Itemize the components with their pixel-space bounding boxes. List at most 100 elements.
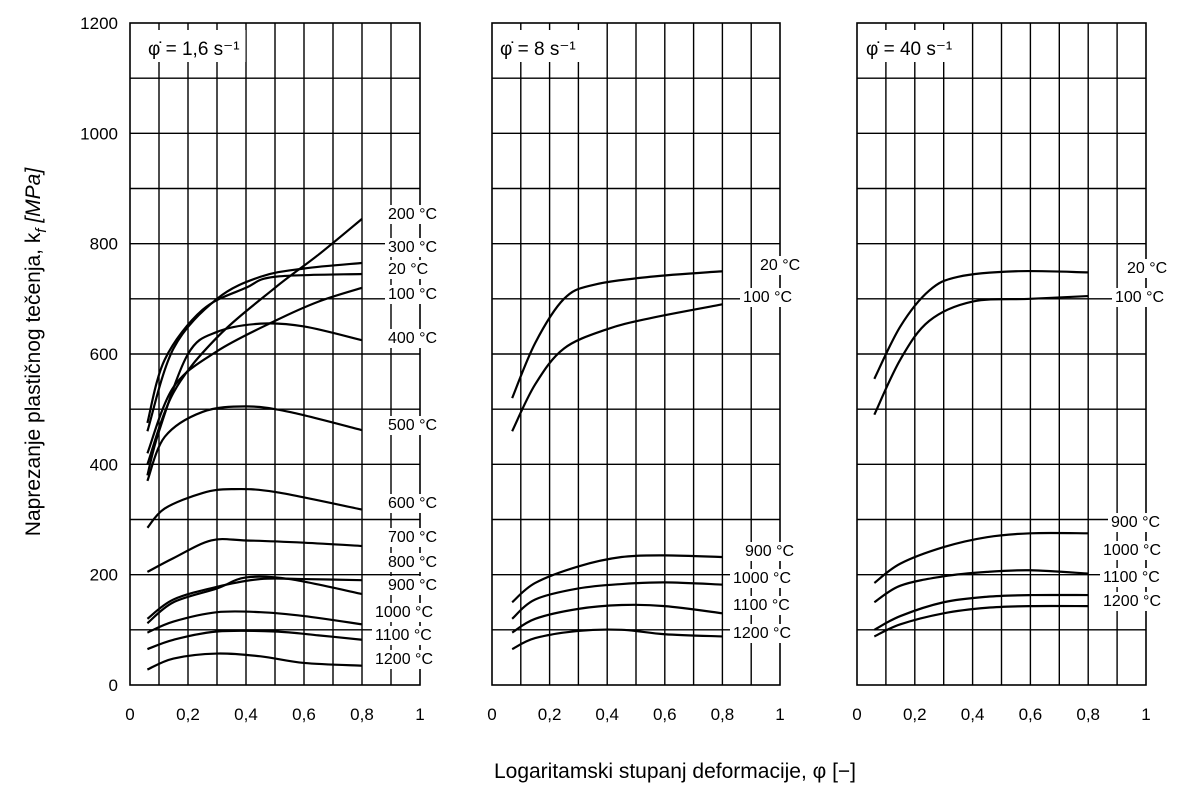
series-line	[146, 272, 363, 424]
y-tick-label: 600	[90, 345, 118, 364]
series-1200c: 1200 °C	[511, 624, 794, 651]
series-1000c: 1000 °C	[873, 541, 1164, 604]
y-tick-label: 800	[90, 235, 118, 254]
series-label: 20 °C	[760, 257, 800, 274]
series-label: 600 °C	[388, 495, 437, 512]
series-label-background	[1108, 513, 1164, 532]
series-line	[146, 217, 363, 465]
y-tick-label: 1200	[80, 14, 118, 33]
x-axis-label: Logaritamski stupanj deformacije, φ [−]	[494, 760, 856, 783]
series-100c: 100 °C	[146, 285, 441, 454]
series-20c: 20 °C	[873, 259, 1171, 380]
series-label-background	[385, 528, 441, 547]
y-axis-label: Naprezanje plastičnog tečenja, kf [MPa]	[22, 167, 50, 537]
series-800c: 800 °C	[146, 553, 441, 620]
series-line	[146, 261, 363, 432]
series-label-background	[740, 288, 796, 307]
x-tick-label: 0,8	[350, 705, 374, 724]
series-line	[873, 604, 1089, 638]
series-label-background	[1100, 541, 1164, 560]
plot-frame	[491, 22, 781, 686]
series-1100c: 1100 °C	[511, 596, 793, 634]
series-label-background	[385, 238, 441, 257]
series-line	[873, 294, 1089, 416]
series-400c: 400 °C	[146, 322, 441, 476]
series-1100c: 1100 °C	[873, 568, 1163, 631]
panel-1: 0 0,2 0,4 0,6 0,8 1 0 200 400 600 800 1000 1200 φ̇ = …	[80, 14, 441, 724]
series-20c: 20 °C	[146, 260, 432, 424]
series-label: 100 °C	[388, 286, 437, 303]
y-tick-label: 0	[109, 676, 118, 695]
series-line	[511, 270, 723, 399]
series-label: 400 °C	[388, 330, 437, 347]
series-line	[146, 575, 363, 625]
x-tick-label: 0,6	[653, 705, 677, 724]
plot-frame	[856, 22, 1147, 686]
series-1200c: 1200 °C	[146, 650, 436, 671]
series-20c: 20 °C	[511, 256, 804, 399]
series-line	[146, 405, 363, 482]
series-label-background	[385, 416, 441, 435]
series-label-background	[385, 285, 441, 304]
series-line	[146, 610, 363, 634]
series-label: 300 °C	[388, 239, 437, 256]
panel-2: 0 0,2 0,4 0,6 0,8 1 φ̇ = 8 s⁻¹ 20 °C 100 °C 900 °…	[487, 22, 804, 724]
panel-title: φ̇ = 1,6 s⁻¹	[148, 39, 240, 60]
series-line	[146, 537, 363, 573]
chart-panels: 0 0,2 0,4 0,6 0,8 1 0 200 400 600 800 1000 1200 φ̇ = …	[80, 14, 1171, 724]
series-line	[873, 531, 1089, 584]
series-label: 1200 °C	[1103, 593, 1161, 610]
series-line	[146, 652, 363, 671]
x-tick-label: 0,2	[176, 705, 200, 724]
x-tick-label: 0,6	[1019, 705, 1043, 724]
series-label: 20 °C	[388, 261, 428, 278]
panel-title: φ̇ = 40 s⁻¹	[866, 39, 952, 60]
x-tick-label: 0,4	[234, 705, 258, 724]
series-1100c: 1100 °C	[147, 626, 435, 651]
series-label: 100 °C	[743, 289, 792, 306]
series-line	[146, 487, 363, 529]
series-line	[511, 303, 723, 432]
x-tick-label: 0,6	[292, 705, 316, 724]
series-line	[873, 593, 1089, 631]
x-tick-label: 1	[415, 705, 424, 724]
series-1200c: 1200 °C	[873, 592, 1164, 638]
series-label-background	[385, 576, 441, 595]
x-tick-label: 0,4	[961, 705, 985, 724]
x-tick-label: 0	[125, 705, 134, 724]
series-label: 1200 °C	[375, 651, 433, 668]
series-line	[147, 629, 363, 651]
series-label-background	[742, 542, 798, 561]
series-label-background	[1100, 568, 1163, 587]
series-1000c: 1000 °C	[146, 603, 436, 634]
series-label-background	[1112, 288, 1168, 307]
x-tick-label: 0	[487, 705, 496, 724]
series-300c: 300 °C	[146, 238, 441, 432]
series-line	[873, 569, 1089, 604]
series-label: 1000 °C	[375, 604, 433, 621]
series-500c: 500 °C	[146, 405, 441, 482]
series-line	[146, 322, 363, 476]
series-900c: 900 °C	[511, 542, 798, 604]
series-label-background	[372, 626, 435, 645]
series-100c: 100 °C	[873, 288, 1168, 416]
series-label-background	[385, 329, 441, 348]
x-tick-label: 0,8	[711, 705, 735, 724]
series-line	[511, 603, 723, 634]
series-line	[511, 554, 723, 604]
y-tick-label: 1000	[80, 124, 118, 143]
series-900c: 900 °C	[146, 575, 441, 625]
x-tick-label: 0	[852, 705, 861, 724]
series-label-background	[372, 650, 436, 669]
series-label-background	[385, 494, 441, 513]
series-1000c: 1000 °C	[511, 569, 794, 620]
panel-title: φ̇ = 8 s⁻¹	[500, 39, 576, 60]
series-label-background	[730, 596, 793, 615]
series-label: 100 °C	[1115, 289, 1164, 306]
x-tick-label: 0,2	[538, 705, 562, 724]
panel-title-background	[494, 30, 582, 62]
series-line	[511, 628, 723, 651]
series-label: 1100 °C	[733, 597, 790, 614]
series-700c: 700 °C	[146, 528, 441, 573]
